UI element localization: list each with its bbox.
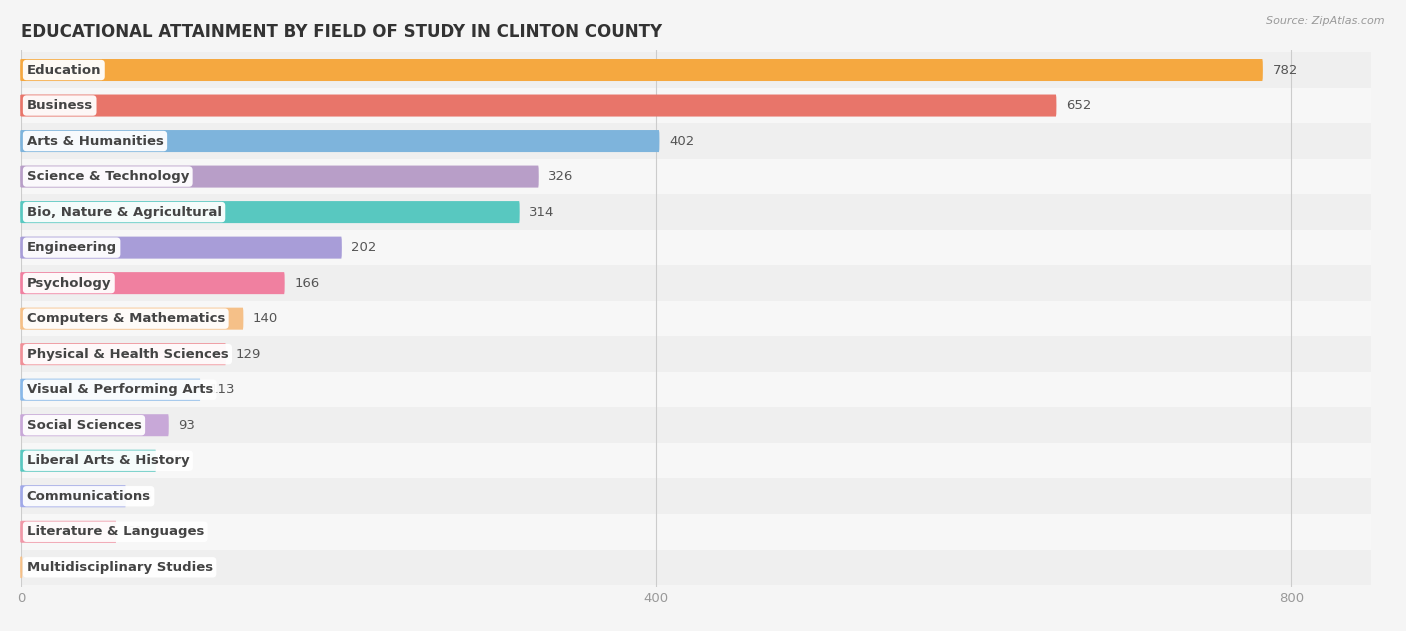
FancyBboxPatch shape [21, 379, 201, 401]
FancyBboxPatch shape [21, 95, 1056, 117]
Text: 66: 66 [135, 490, 152, 503]
Text: Psychology: Psychology [27, 276, 111, 290]
FancyBboxPatch shape [21, 308, 243, 329]
FancyBboxPatch shape [21, 123, 1371, 159]
FancyBboxPatch shape [21, 478, 1371, 514]
Text: 140: 140 [253, 312, 278, 325]
Text: Engineering: Engineering [27, 241, 117, 254]
Text: 782: 782 [1272, 64, 1298, 76]
FancyBboxPatch shape [21, 194, 1371, 230]
FancyBboxPatch shape [21, 414, 169, 436]
FancyBboxPatch shape [21, 443, 1371, 478]
FancyBboxPatch shape [21, 266, 1371, 301]
Text: EDUCATIONAL ATTAINMENT BY FIELD OF STUDY IN CLINTON COUNTY: EDUCATIONAL ATTAINMENT BY FIELD OF STUDY… [21, 23, 662, 40]
Text: 202: 202 [352, 241, 377, 254]
Text: 93: 93 [179, 419, 195, 432]
Text: Literature & Languages: Literature & Languages [27, 525, 204, 538]
Text: 113: 113 [209, 383, 236, 396]
FancyBboxPatch shape [21, 165, 538, 187]
FancyBboxPatch shape [21, 237, 342, 259]
Text: 85: 85 [166, 454, 183, 467]
Text: 166: 166 [294, 276, 319, 290]
Text: Physical & Health Sciences: Physical & Health Sciences [27, 348, 228, 361]
Text: 326: 326 [548, 170, 574, 183]
Text: Education: Education [27, 64, 101, 76]
Text: Source: ZipAtlas.com: Source: ZipAtlas.com [1267, 16, 1385, 26]
FancyBboxPatch shape [21, 230, 1371, 266]
FancyBboxPatch shape [21, 408, 1371, 443]
Text: Visual & Performing Arts: Visual & Performing Arts [27, 383, 212, 396]
FancyBboxPatch shape [21, 514, 1371, 550]
FancyBboxPatch shape [21, 159, 1371, 194]
Text: Science & Technology: Science & Technology [27, 170, 188, 183]
FancyBboxPatch shape [21, 301, 1371, 336]
Text: 314: 314 [529, 206, 554, 218]
FancyBboxPatch shape [21, 201, 520, 223]
Text: Communications: Communications [27, 490, 150, 503]
FancyBboxPatch shape [21, 343, 226, 365]
FancyBboxPatch shape [21, 88, 1371, 123]
FancyBboxPatch shape [21, 59, 1263, 81]
FancyBboxPatch shape [21, 130, 659, 152]
Text: Bio, Nature & Agricultural: Bio, Nature & Agricultural [27, 206, 222, 218]
Text: Multidisciplinary Studies: Multidisciplinary Studies [27, 561, 212, 574]
Text: 402: 402 [669, 134, 695, 148]
FancyBboxPatch shape [21, 550, 1371, 585]
Text: Arts & Humanities: Arts & Humanities [27, 134, 163, 148]
FancyBboxPatch shape [21, 272, 284, 294]
Text: Computers & Mathematics: Computers & Mathematics [27, 312, 225, 325]
FancyBboxPatch shape [21, 521, 117, 543]
Text: Business: Business [27, 99, 93, 112]
FancyBboxPatch shape [21, 450, 156, 472]
FancyBboxPatch shape [21, 372, 1371, 408]
Text: 60: 60 [127, 525, 142, 538]
Text: Liberal Arts & History: Liberal Arts & History [27, 454, 190, 467]
FancyBboxPatch shape [21, 336, 1371, 372]
Text: Social Sciences: Social Sciences [27, 419, 142, 432]
Text: 129: 129 [235, 348, 262, 361]
FancyBboxPatch shape [21, 485, 127, 507]
Text: 652: 652 [1066, 99, 1091, 112]
FancyBboxPatch shape [21, 52, 1371, 88]
Text: 0: 0 [31, 561, 39, 574]
